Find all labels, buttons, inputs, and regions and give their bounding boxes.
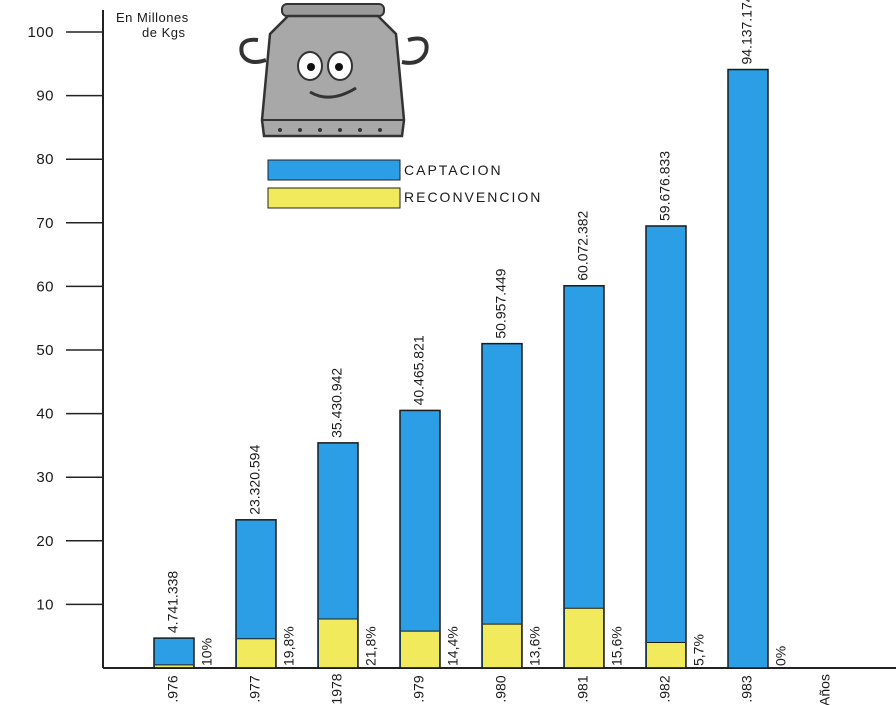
bar-captacion <box>399 409 441 669</box>
legend: CAPTACION RECONVENCION <box>267 159 542 209</box>
reconvencion-percent-label: 10% <box>199 638 215 666</box>
captacion-value-label: 23.320.594 <box>247 445 263 515</box>
captacion-value-label: 35.430.942 <box>329 368 345 438</box>
bar-reconvencion <box>401 631 439 667</box>
x-axis-end-label: Años <box>817 674 833 705</box>
y-tick-label: 70 <box>36 215 54 232</box>
y-tick-label: 90 <box>36 88 54 105</box>
y-tick-label: 10 <box>36 596 54 613</box>
reconvencion-percent-label: 19,8% <box>281 626 297 666</box>
data-labels: 4.741.338 10% 23.320.594 19,8% 35.430.942 21,… <box>165 0 789 666</box>
bar-captacion <box>153 637 195 669</box>
bar-reconvencion <box>319 619 357 667</box>
y-tick-label: 40 <box>36 406 54 423</box>
bar-captacion <box>563 285 605 669</box>
x-tick-label: .976 <box>165 675 181 702</box>
y-tick-label: 30 <box>36 469 54 486</box>
captacion-value-label: 59.676.833 <box>657 151 673 221</box>
x-tick-labels: .976 .977 1978 .979 .980 .981 .982 .983 <box>165 673 755 704</box>
bar-reconvencion <box>155 664 193 667</box>
bar-reconvencion <box>647 642 685 667</box>
reconvencion-percent-label: 5,7% <box>691 634 707 666</box>
legend-label-captacion: CAPTACION <box>404 162 503 178</box>
y-tick-label: 20 <box>36 533 54 550</box>
reconvencion-percent-label: 0% <box>773 646 789 666</box>
x-tick-label: .983 <box>739 675 755 702</box>
x-tick-label: .981 <box>575 675 591 702</box>
reconvencion-percent-label: 21,8% <box>363 626 379 666</box>
reconvencion-percent-label: 13,6% <box>527 626 543 666</box>
x-tick-label: .977 <box>247 675 263 702</box>
captacion-value-label: 50.957.449 <box>493 268 509 338</box>
reconvencion-percent-label: 14,4% <box>445 626 461 666</box>
reconvencion-percent-label: 15,6% <box>609 626 625 666</box>
bar-captacion <box>481 342 523 669</box>
unit-label-line-2: de Kgs <box>142 25 185 40</box>
y-tick-label: 60 <box>36 278 54 295</box>
mascot-illustration <box>239 3 429 138</box>
bar-reconvencion <box>565 608 603 667</box>
legend-swatch-captacion <box>267 159 401 181</box>
y-tick-label: 80 <box>36 151 54 168</box>
milk-can-mascot-icon <box>239 3 429 138</box>
x-tick-label: .982 <box>657 675 673 702</box>
y-tick-label: 50 <box>36 342 54 359</box>
legend-label-reconvencion: RECONVENCION <box>404 189 542 205</box>
captacion-value-label: 40.465.821 <box>411 335 427 405</box>
y-axis-ticks: 10 20 30 40 50 60 70 80 90 100 <box>27 24 103 613</box>
captacion-value-label: 94.137.174 <box>739 0 755 65</box>
bar-reconvencion <box>483 624 521 667</box>
x-tick-label: .979 <box>411 675 427 702</box>
y-tick-label: 100 <box>27 24 54 41</box>
bar-reconvencion <box>237 638 275 667</box>
unit-label-line-1: En Millones <box>116 10 189 25</box>
bars <box>153 68 769 669</box>
captacion-value-label: 60.072.382 <box>575 210 591 280</box>
bar-captacion <box>645 225 687 669</box>
bar-captacion <box>727 68 769 669</box>
x-tick-label: 1978 <box>329 673 345 704</box>
x-tick-label: .980 <box>493 675 509 702</box>
captacion-value-label: 4.741.338 <box>165 571 181 633</box>
legend-swatch-reconvencion <box>267 187 401 209</box>
